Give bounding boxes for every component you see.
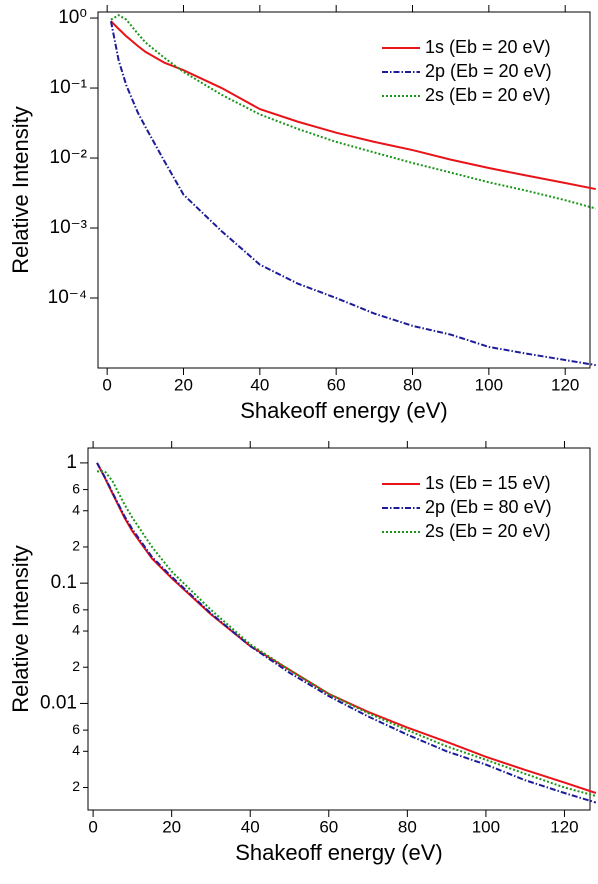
x-tick-label: 60 bbox=[319, 817, 338, 836]
y-tick-label: 10⁻² bbox=[50, 147, 88, 168]
y-tick-label: 6 bbox=[72, 601, 80, 617]
data-line bbox=[110, 13, 596, 210]
x-tick-label: 40 bbox=[241, 817, 260, 836]
x-tick-label: 60 bbox=[327, 375, 346, 394]
y-tick-label: 6 bbox=[72, 480, 80, 496]
y-axis-title: Relative Intensity bbox=[8, 106, 33, 274]
plot-frame bbox=[87, 447, 591, 811]
x-axis-title: Shakeoff energy (eV) bbox=[235, 840, 443, 865]
x-tick-label: 100 bbox=[472, 817, 500, 836]
y-axis-title: Relative Intensity bbox=[8, 545, 33, 713]
y-tick-label: 4 bbox=[72, 501, 80, 517]
x-tick-label: 100 bbox=[475, 375, 503, 394]
legend-label: 1s (Eb = 15 eV) bbox=[425, 473, 551, 493]
y-tick-label: 6 bbox=[72, 721, 80, 737]
y-tick-label: 10⁻⁴ bbox=[48, 287, 87, 308]
x-tick-label: 80 bbox=[403, 375, 422, 394]
legend-label: 2s (Eb = 20 eV) bbox=[425, 521, 551, 541]
data-line bbox=[96, 462, 597, 804]
plot-frame bbox=[97, 11, 591, 369]
legend-label: 2s (Eb = 20 eV) bbox=[425, 85, 551, 105]
y-tick-label: 4 bbox=[72, 742, 80, 758]
x-tick-label: 20 bbox=[162, 817, 181, 836]
x-axis-title: Shakeoff energy (eV) bbox=[240, 398, 448, 423]
y-tick-label: 2 bbox=[72, 658, 80, 674]
y-tick-label: 10⁰ bbox=[58, 7, 87, 28]
y-tick-label: 10⁻¹ bbox=[50, 77, 88, 98]
y-tick-label: 10⁻³ bbox=[50, 217, 88, 238]
y-tick-label: 2 bbox=[72, 538, 80, 554]
x-tick-label: 120 bbox=[551, 375, 579, 394]
y-tick-label: 0.1 bbox=[51, 572, 77, 593]
y-tick-label: 4 bbox=[72, 622, 80, 638]
legend-label: 2p (Eb = 80 eV) bbox=[425, 497, 552, 517]
x-tick-label: 0 bbox=[88, 817, 97, 836]
y-tick-label: 0.01 bbox=[40, 692, 77, 713]
x-tick-label: 20 bbox=[174, 375, 193, 394]
data-line bbox=[96, 462, 597, 794]
data-line bbox=[110, 20, 596, 191]
x-tick-label: 80 bbox=[398, 817, 417, 836]
x-tick-label: 0 bbox=[102, 375, 111, 394]
data-line bbox=[109, 21, 596, 367]
y-tick-label: 1 bbox=[66, 452, 77, 473]
y-tick-label: 2 bbox=[72, 778, 80, 794]
x-tick-label: 40 bbox=[250, 375, 269, 394]
x-tick-label: 120 bbox=[550, 817, 578, 836]
legend-label: 2p (Eb = 20 eV) bbox=[425, 61, 552, 81]
legend-label: 1s (Eb = 20 eV) bbox=[425, 37, 551, 57]
